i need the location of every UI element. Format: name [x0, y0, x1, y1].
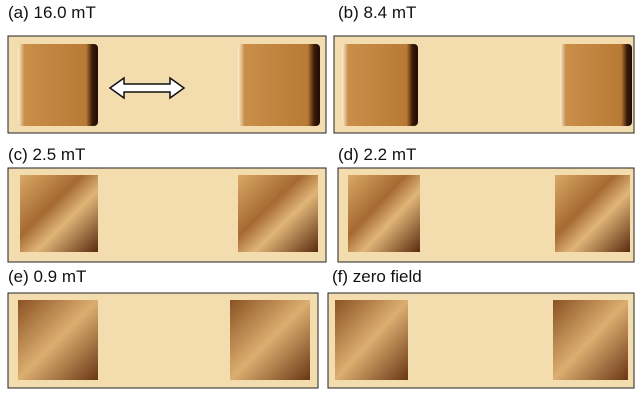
- panel-image-a: [8, 36, 326, 133]
- panel-label: (f) zero field: [332, 267, 422, 286]
- figure: (a) 16.0 mT (b) 8.4 mT (c) 2.5 mT (d) 2.…: [0, 0, 640, 390]
- panel-label: (c) 2.5 mT: [8, 145, 85, 164]
- panel-image-f: [328, 293, 634, 388]
- panel-label: (d) 2.2 mT: [338, 145, 416, 164]
- panel-image-b: [334, 36, 634, 133]
- panel-label: (b) 8.4 mT: [338, 3, 416, 22]
- panel-image-c: [8, 168, 326, 262]
- panel-label: (a) 16.0 mT: [8, 3, 96, 22]
- panel-image-d: [338, 168, 634, 262]
- panel-image-e: [8, 293, 318, 388]
- panel-label: (e) 0.9 mT: [8, 267, 86, 286]
